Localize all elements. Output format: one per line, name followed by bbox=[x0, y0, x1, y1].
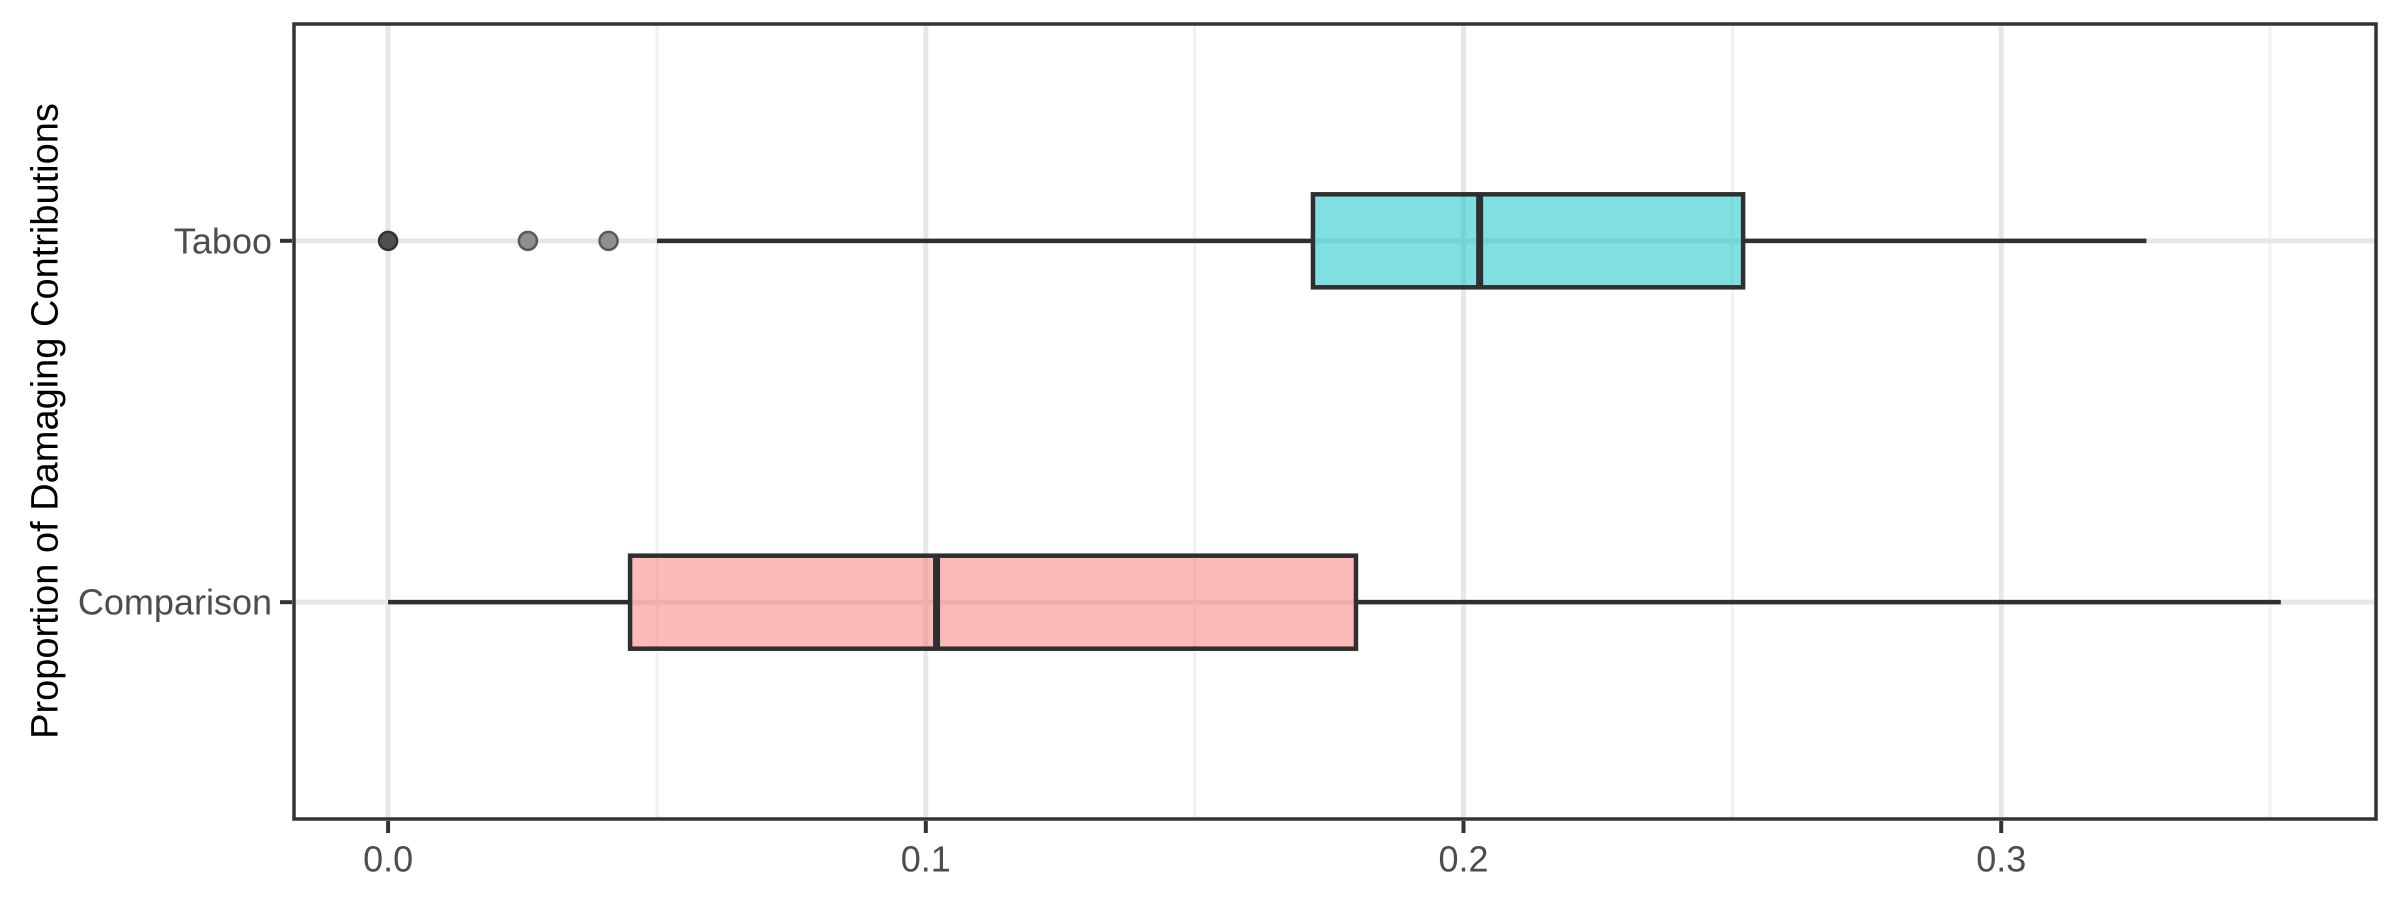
box-taboo bbox=[1310, 192, 1746, 290]
x-tick-label: 0.3 bbox=[1976, 839, 2026, 880]
outlier-point-taboo bbox=[377, 230, 399, 252]
box-comparison bbox=[627, 553, 1359, 651]
outlier-point-taboo bbox=[598, 230, 619, 252]
y-tick-label-taboo: Taboo bbox=[174, 220, 272, 261]
x-tick-label: 0.2 bbox=[1438, 839, 1488, 880]
x-tick-label: 0.1 bbox=[901, 839, 951, 880]
x-tick-label: 0.0 bbox=[363, 839, 413, 880]
outlier-point-taboo bbox=[517, 230, 539, 252]
panel-border bbox=[292, 22, 2378, 821]
y-tick-label-comparison: Comparison bbox=[78, 582, 272, 623]
